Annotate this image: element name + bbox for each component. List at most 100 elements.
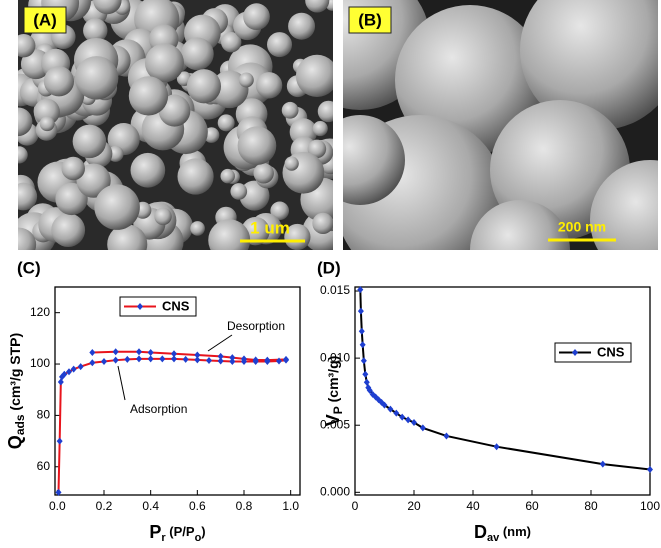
sphere bbox=[295, 54, 333, 98]
x-axis-label: Pr (P/Po) bbox=[149, 522, 205, 544]
label-part: (cm³/g) bbox=[325, 356, 341, 407]
sphere bbox=[217, 114, 235, 132]
label-part: D bbox=[474, 522, 487, 542]
x-tick-label: 0.2 bbox=[96, 499, 113, 513]
sphere bbox=[74, 56, 119, 100]
legend-box bbox=[554, 342, 632, 363]
data-marker bbox=[56, 437, 63, 445]
data-marker bbox=[241, 355, 247, 363]
sphere bbox=[76, 163, 111, 198]
sphere bbox=[190, 221, 205, 236]
label-part: ) bbox=[201, 524, 205, 539]
sphere bbox=[39, 116, 55, 132]
label-part: Q bbox=[5, 435, 25, 449]
sphere bbox=[128, 76, 169, 116]
legend-box bbox=[119, 296, 197, 317]
data-marker bbox=[363, 378, 370, 386]
sphere bbox=[18, 33, 36, 58]
sphere bbox=[281, 101, 299, 119]
sphere bbox=[237, 126, 277, 166]
data-marker bbox=[411, 419, 417, 427]
legend-label: CNS bbox=[162, 298, 190, 313]
sphere bbox=[51, 213, 86, 247]
data-marker bbox=[283, 355, 289, 363]
sphere bbox=[255, 72, 283, 99]
annotation-arrow bbox=[117, 365, 126, 401]
data-marker bbox=[229, 354, 236, 362]
sphere bbox=[18, 107, 33, 137]
data-marker bbox=[647, 466, 653, 474]
x-tick-label: 60 bbox=[525, 499, 539, 513]
data-marker bbox=[77, 363, 84, 371]
data-marker bbox=[217, 352, 224, 360]
data-marker bbox=[61, 370, 68, 378]
data-marker bbox=[194, 356, 201, 364]
sphere bbox=[288, 12, 316, 40]
sphere bbox=[55, 182, 88, 216]
sphere bbox=[243, 3, 270, 31]
y-tick-label: 0.005 bbox=[320, 417, 350, 431]
data-marker bbox=[381, 401, 388, 409]
label-part: ads bbox=[13, 414, 27, 435]
data-marker bbox=[147, 355, 154, 363]
sphere bbox=[186, 69, 222, 104]
data-marker bbox=[443, 432, 450, 440]
data-marker bbox=[112, 348, 119, 356]
sphere bbox=[43, 66, 75, 97]
label-box bbox=[23, 6, 67, 34]
data-marker bbox=[206, 356, 212, 364]
sphere bbox=[130, 152, 166, 188]
data-marker bbox=[359, 341, 366, 349]
data-marker bbox=[387, 405, 394, 413]
data-marker bbox=[264, 356, 271, 364]
x-tick-label: 80 bbox=[584, 499, 598, 513]
data-marker bbox=[66, 368, 72, 376]
annotation-arrow bbox=[207, 334, 233, 352]
data-marker bbox=[362, 370, 369, 378]
label-part: o bbox=[195, 532, 202, 544]
chart: (C) 0.0 0.2 0.4 0.6 0.8 1.0 60 80 100 120 Pr (P/Po)… bbox=[5, 258, 301, 544]
sphere bbox=[144, 43, 184, 83]
sphere bbox=[267, 32, 293, 58]
sphere bbox=[18, 146, 28, 164]
annotation: Adsorption bbox=[130, 402, 187, 416]
y-tick-label: 120 bbox=[30, 305, 50, 319]
data-marker bbox=[171, 355, 177, 363]
data-marker bbox=[159, 355, 166, 363]
scale-bar-label: 1 um bbox=[250, 218, 290, 237]
sphere bbox=[307, 139, 327, 159]
data-marker bbox=[229, 357, 236, 365]
data-marker bbox=[358, 327, 365, 335]
label-part: av bbox=[487, 532, 500, 544]
data-marker bbox=[124, 355, 131, 363]
chart: (D) 0 20 40 60 80 100 0.000 0.005 0.010 0.015 Dav (… bbox=[317, 258, 660, 543]
x-tick-label: 1.0 bbox=[282, 499, 299, 513]
sphere bbox=[93, 0, 122, 15]
x-axis-label: Dav (nm) bbox=[474, 522, 531, 544]
label-part: P bbox=[149, 522, 161, 542]
sphere bbox=[317, 100, 333, 123]
sphere bbox=[72, 124, 107, 159]
data-marker bbox=[147, 348, 154, 356]
data-marker bbox=[57, 378, 64, 386]
plot-frame bbox=[54, 286, 301, 496]
sem-image-b bbox=[343, 0, 658, 250]
y-axis-label: Qads (cm³/g STP) bbox=[5, 333, 27, 449]
data-marker bbox=[366, 386, 373, 394]
panel-label: (A) bbox=[33, 10, 57, 29]
sphere bbox=[239, 180, 270, 211]
y-tick-label: 80 bbox=[37, 408, 51, 422]
data-marker bbox=[89, 359, 96, 367]
data-marker bbox=[112, 356, 119, 364]
sphere bbox=[238, 72, 254, 88]
data-marker bbox=[399, 413, 406, 421]
plots: (C) 0.0 0.2 0.4 0.6 0.8 1.0 60 80 100 120 Pr (P/Po)… bbox=[5, 258, 661, 543]
sphere bbox=[177, 158, 214, 195]
legend-marker bbox=[572, 349, 578, 356]
y-tick-label: 0.000 bbox=[320, 484, 350, 498]
label-part: (P/P bbox=[166, 524, 195, 539]
data-line bbox=[359, 289, 651, 471]
data-marker bbox=[252, 356, 259, 364]
data-marker bbox=[55, 488, 62, 496]
